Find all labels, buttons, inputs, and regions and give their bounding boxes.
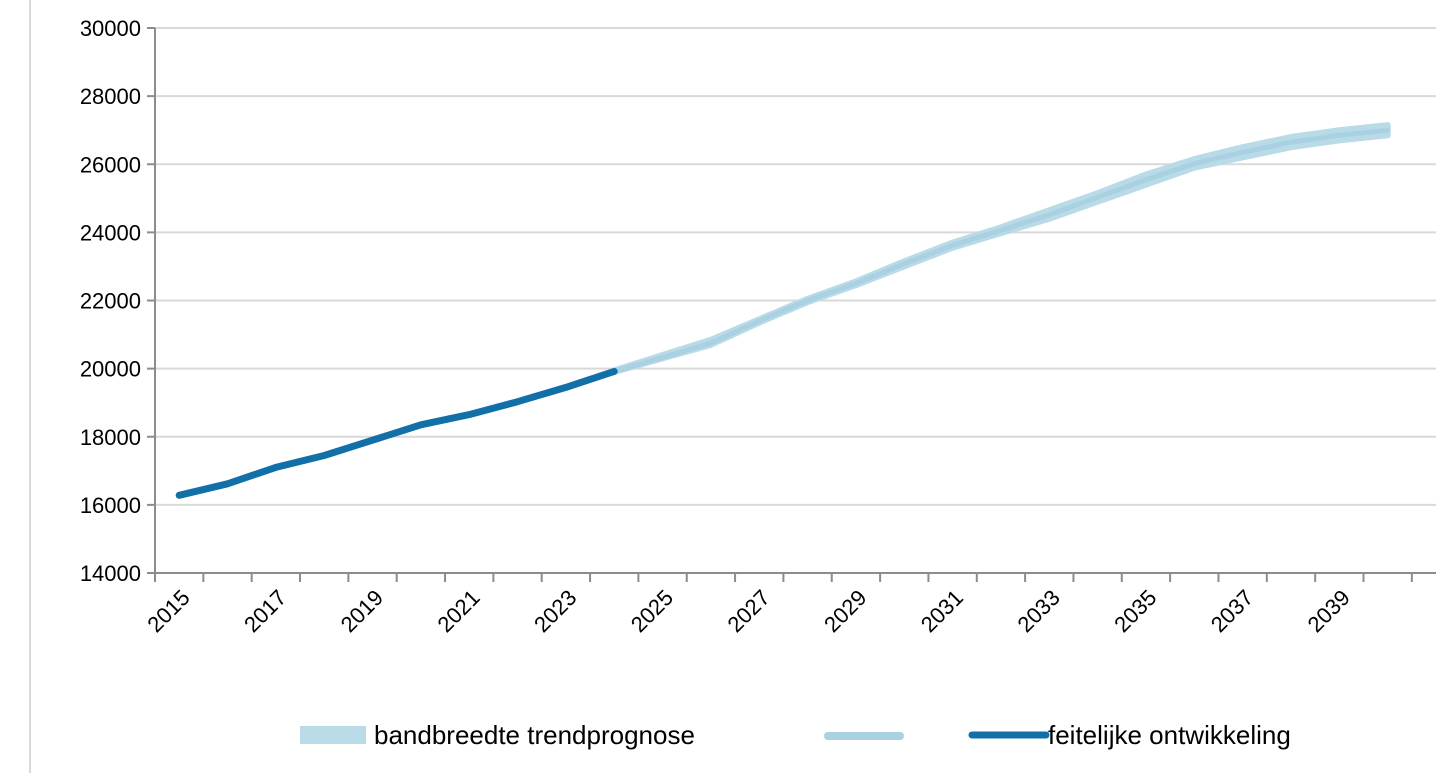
y-tick-label: 16000 [80,493,141,518]
y-tick-label: 20000 [80,357,141,382]
gridlines [155,27,1436,506]
x-tick-label: 2031 [916,585,968,637]
x-tick-labels: 2015 2017 2019 2021 2023 2025 2027 2029 2031 2033… [142,585,1354,637]
legend: bandbreedte trendprognose feitelijke ont… [300,720,1291,750]
x-tick-label: 2033 [1013,585,1065,637]
x-tick-label: 2015 [142,585,194,637]
x-tick-label: 2019 [336,585,388,637]
line-layer [175,127,1391,499]
legend-label-actual: feitelijke ontwikkeling [1048,720,1291,750]
y-tick-labels: 14000 16000 18000 20000 22000 24000 26000 28000… [80,16,141,586]
x-tick-label: 2021 [432,585,484,637]
y-tick-label: 14000 [80,561,141,586]
legend-label-band: bandbreedte trendprognose [374,720,695,750]
x-tick-label: 2039 [1303,585,1355,637]
series-line-feitelijke-ontwikkeling [175,367,618,499]
legend-swatch-band [300,726,366,744]
x-tick-label: 2035 [1109,585,1161,637]
x-tick-label: 2027 [722,585,774,637]
y-tick-label: 18000 [80,425,141,450]
x-tick-label: 2037 [1206,585,1258,637]
x-tick-label: 2017 [239,585,291,637]
axes [147,27,1436,582]
y-tick-label: 28000 [80,84,141,109]
y-tick-label: 26000 [80,152,141,177]
x-tick-label: 2023 [529,585,581,637]
x-tick-label: 2025 [626,585,678,637]
x-tick-label: 2029 [819,585,871,637]
y-tick-label: 22000 [80,289,141,314]
series-line-projection [611,127,1391,374]
y-tick-label: 24000 [80,220,141,245]
y-tick-label: 30000 [80,16,141,41]
